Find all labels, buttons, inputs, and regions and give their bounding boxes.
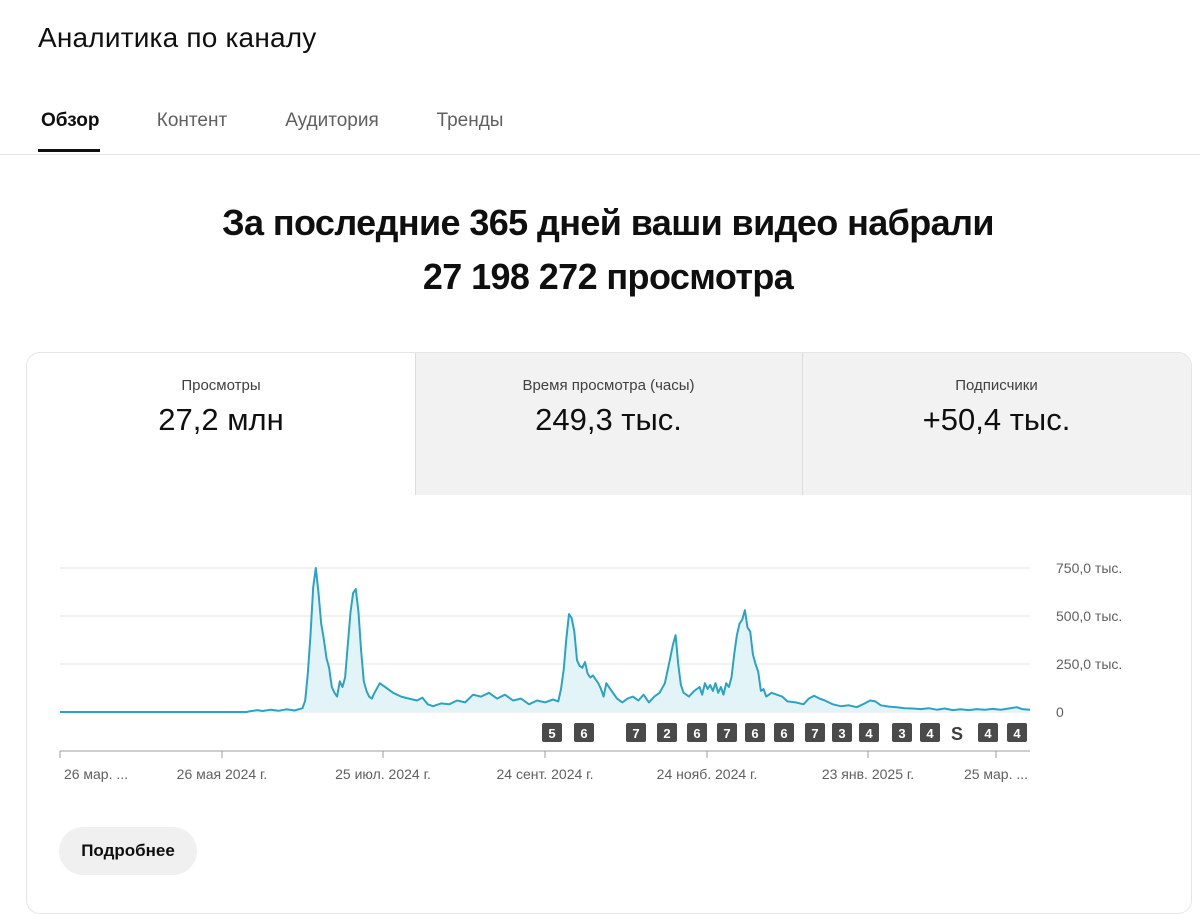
x-tick-label: 25 июл. 2024 г. — [335, 766, 431, 782]
chart-gridlines — [60, 567, 1030, 713]
metric-label-watch-time: Время просмотра (часы) — [522, 377, 695, 394]
x-tick-label: 23 янв. 2025 г. — [822, 766, 914, 782]
tab-bar: Обзор Контент Аудитория Тренды — [0, 96, 1200, 155]
video-marker-count: 7 — [632, 726, 639, 741]
summary-line-1: За последние 365 дней ваши видео набрали — [222, 202, 994, 243]
metric-value-watch-time: 249,3 тыс. — [535, 402, 682, 437]
tab-content[interactable]: Контент — [156, 110, 228, 131]
video-marker-box — [774, 723, 794, 742]
video-marker-box — [978, 723, 998, 742]
chart-series-line[interactable] — [60, 567, 1031, 713]
video-marker[interactable]: S — [951, 724, 963, 744]
x-tick-label: 26 мая 2024 г. — [177, 766, 268, 782]
video-marker-count: 6 — [780, 726, 787, 741]
x-tick-label: 24 сент. 2024 г. — [497, 766, 594, 782]
video-marker-box — [745, 723, 765, 742]
tab-trends[interactable]: Тренды — [436, 110, 504, 131]
video-marker[interactable]: 6 — [745, 723, 765, 742]
video-marker-count: 4 — [1013, 726, 1021, 741]
video-marker-box — [805, 723, 825, 742]
metric-divider — [415, 353, 416, 495]
analytics-card: Просмотры 27,2 млн Время просмотра (часы… — [26, 352, 1192, 914]
video-marker[interactable]: 4 — [978, 723, 998, 742]
video-marker-count: 6 — [693, 726, 700, 741]
video-marker-box — [542, 723, 562, 742]
metric-value-views: 27,2 млн — [158, 402, 284, 437]
video-marker-box — [626, 723, 646, 742]
video-marker-count: 6 — [580, 726, 587, 741]
video-marker[interactable]: 3 — [892, 723, 912, 742]
video-marker[interactable]: 5 — [542, 723, 562, 742]
video-marker-box — [832, 723, 852, 742]
video-marker[interactable]: 2 — [657, 723, 677, 742]
y-tick-label: 0 — [1056, 704, 1064, 720]
video-marker-box — [574, 723, 594, 742]
x-tick-label: 26 мар. ... — [64, 766, 128, 782]
video-marker[interactable]: 6 — [574, 723, 594, 742]
summary-line-2: 27 198 272 просмотра — [422, 256, 794, 297]
video-marker[interactable]: 4 — [1007, 723, 1027, 742]
metric-tab-views[interactable]: Просмотры 27,2 млн — [27, 353, 415, 495]
y-tick-label: 250,0 тыс. — [1056, 656, 1122, 672]
metric-tab-watch-time[interactable]: Время просмотра (часы) 249,3 тыс. — [415, 353, 802, 495]
x-tick-label: 24 нояб. 2024 г. — [657, 766, 758, 782]
metric-tab-subscribers[interactable]: Подписчики +50,4 тыс. — [802, 353, 1191, 495]
video-marker-count: 4 — [865, 726, 873, 741]
video-marker[interactable]: 7 — [626, 723, 646, 742]
page-title: Аналитика по каналу — [38, 22, 317, 53]
summary-headline: За последние 365 дней ваши видео набрали… — [0, 196, 1200, 304]
video-marker[interactable]: 6 — [687, 723, 707, 742]
metric-label-views: Просмотры — [181, 377, 261, 394]
more-details-button[interactable]: Подробнее — [59, 827, 197, 875]
video-marker[interactable]: 7 — [717, 723, 737, 742]
video-marker-box — [892, 723, 912, 742]
metric-value-subscribers: +50,4 тыс. — [922, 402, 1071, 437]
video-marker[interactable]: 4 — [859, 723, 879, 742]
video-marker-count: 3 — [838, 726, 845, 741]
video-marker-count: 6 — [751, 726, 758, 741]
y-axis-labels: 750,0 тыс. 500,0 тыс. 250,0 тыс. 0 — [1056, 560, 1122, 720]
chart-area-fill — [60, 568, 1030, 712]
video-marker-box — [920, 723, 940, 742]
video-marker[interactable]: 3 — [832, 723, 852, 742]
video-marker-count: 4 — [984, 726, 992, 741]
video-marker-box — [717, 723, 737, 742]
video-marker-count: 7 — [723, 726, 730, 741]
video-marker-count: 5 — [548, 726, 555, 741]
video-marker[interactable]: 6 — [774, 723, 794, 742]
x-axis-labels: 26 мар. ... 26 мая 2024 г. 25 июл. 2024 г.… — [59, 751, 1028, 782]
video-marker-count: 2 — [663, 726, 670, 741]
shorts-marker-icon: S — [951, 724, 963, 744]
tab-overview[interactable]: Обзор — [38, 96, 100, 152]
metric-divider — [802, 353, 803, 495]
video-marker-box — [687, 723, 707, 742]
video-marker-box — [1007, 723, 1027, 742]
video-marker-box — [657, 723, 677, 742]
x-tick-label: 25 мар. ... — [964, 766, 1028, 782]
video-marker-count: 7 — [811, 726, 818, 741]
video-marker[interactable]: 7 — [805, 723, 825, 742]
y-tick-label: 750,0 тыс. — [1056, 560, 1122, 576]
views-chart: 750,0 тыс. 500,0 тыс. 250,0 тыс. 0 5 6 7 2 6 7 6 6… — [59, 560, 1122, 782]
video-marker[interactable]: 4 — [920, 723, 940, 742]
video-markers: 5 6 7 2 6 7 6 6 7 3 4 3 4 S 4 4 — [542, 723, 1027, 744]
y-tick-label: 500,0 тыс. — [1056, 608, 1122, 624]
video-marker-count: 4 — [926, 726, 934, 741]
metric-label-subscribers: Подписчики — [955, 377, 1038, 394]
video-marker-box — [859, 723, 879, 742]
tab-audience[interactable]: Аудитория — [285, 110, 379, 131]
video-marker-count: 3 — [898, 726, 905, 741]
